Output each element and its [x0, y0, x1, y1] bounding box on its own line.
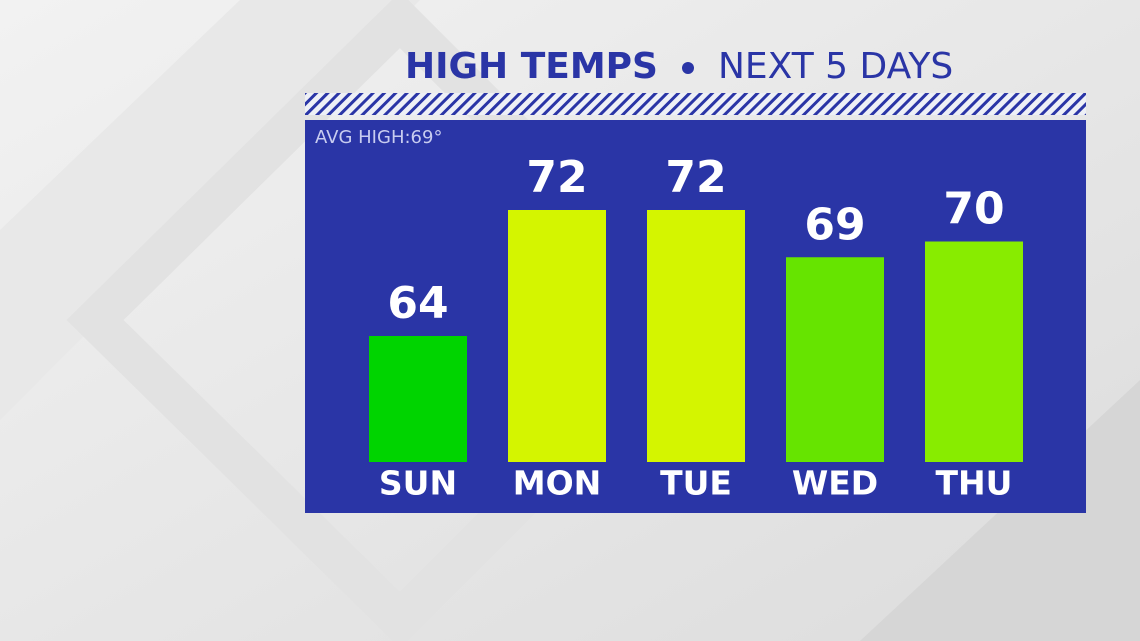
value-label: 72 — [526, 152, 587, 203]
value-label: 64 — [387, 278, 448, 329]
hatch-strip — [305, 93, 1086, 115]
x-tick-label: MON — [513, 464, 602, 503]
chart-title: HIGH TEMPS — [405, 46, 658, 87]
value-label: 69 — [804, 199, 865, 250]
bar — [647, 210, 745, 462]
annotation: AVG HIGH:69° — [315, 127, 442, 148]
value-label: 70 — [943, 184, 1004, 235]
bar — [508, 210, 606, 462]
chart-subtitle: NEXT 5 DAYS — [718, 46, 953, 87]
x-tick-label: SUN — [379, 464, 457, 503]
x-tick-label: TUE — [660, 464, 732, 503]
value-label: 72 — [665, 152, 726, 203]
bar — [925, 241, 1023, 462]
x-tick-label: THU — [936, 464, 1013, 503]
bar — [786, 257, 884, 462]
title-bullet — [682, 62, 694, 74]
x-tick-label: WED — [792, 464, 878, 503]
bar — [369, 336, 467, 462]
